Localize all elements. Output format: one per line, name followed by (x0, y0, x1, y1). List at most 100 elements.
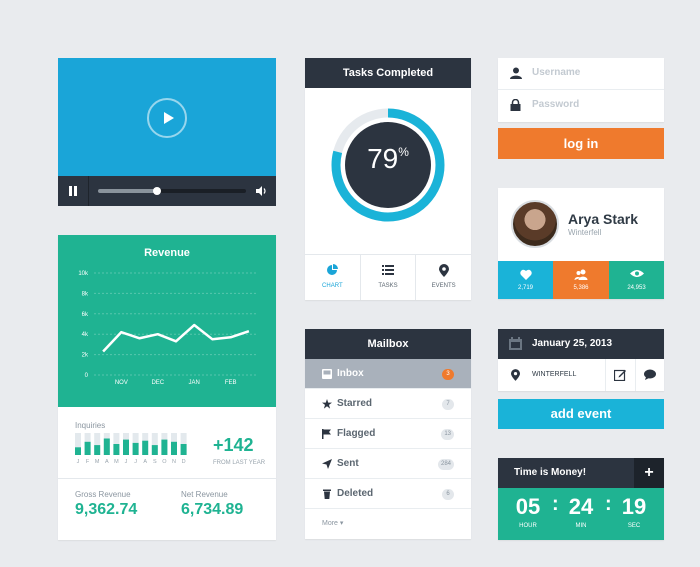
edit-icon (614, 369, 626, 381)
comment-icon (644, 369, 656, 380)
comment-event-button[interactable] (635, 359, 664, 391)
stat-value: 5,386 (573, 285, 589, 291)
pause-icon[interactable] (66, 184, 80, 198)
month-label: F (86, 459, 90, 465)
inquiries-label: Inquiries (75, 421, 106, 430)
mailbox-count-badge: 6 (442, 489, 454, 500)
profile-location: Winterfell (568, 228, 602, 237)
revenue-title: Revenue (144, 247, 190, 259)
profile-card: Arya Stark Winterfell 2,719 5,386 24,953 (498, 188, 664, 299)
y-tick-label: 6k (82, 312, 89, 318)
mailbox-item-deleted[interactable]: Deleted 6 (305, 479, 471, 509)
timer-seconds: 19 (621, 494, 647, 519)
tab-tasks-label: TASKS (378, 283, 398, 289)
tab-events[interactable]: EVENTS (416, 255, 471, 300)
mailbox-item-starred[interactable]: Starred 7 (305, 389, 471, 419)
month-label: O (162, 459, 167, 465)
tab-chart[interactable]: CHART (305, 255, 361, 300)
location-pin-icon (438, 264, 449, 277)
revenue-series-line (102, 323, 250, 353)
password-field[interactable]: Password (498, 90, 664, 120)
mailbox-count-badge: 7 (442, 399, 454, 410)
mailbox-card: Mailbox Inbox 3 Starred 7 Flagged 13 Sen… (305, 329, 471, 539)
flag-icon (322, 429, 331, 439)
gross-revenue-label: Gross Revenue (75, 490, 131, 499)
timer-min-label: MIN (575, 523, 587, 529)
username-field[interactable]: Username (498, 58, 664, 88)
inquiry-bar (161, 439, 168, 455)
inquiry-bar (180, 444, 187, 455)
tasks-card: Tasks Completed 79% CHART TASKS EVENTS (305, 58, 471, 300)
mailbox-item-label: Inbox (337, 368, 364, 379)
month-label: J (77, 459, 80, 465)
tab-tasks[interactable]: TASKS (361, 255, 417, 300)
month-label: J (134, 459, 137, 465)
mailbox-item-flagged[interactable]: Flagged 13 (305, 419, 471, 449)
users-icon (574, 269, 588, 280)
mailbox-title: Mailbox (305, 329, 471, 359)
login-button[interactable]: log in (498, 128, 664, 159)
event-card: January 25, 2013 WINTERFELL (498, 329, 664, 391)
video-controls (58, 176, 276, 206)
tasks-title: Tasks Completed (305, 58, 471, 88)
timer-add-button[interactable]: + (634, 458, 664, 488)
x-tick-label: FEB (225, 380, 237, 385)
month-label: N (172, 459, 176, 465)
x-tick-label: DEC (151, 380, 164, 385)
inquiry-bar-bg (75, 433, 81, 455)
mailbox-item-label: Sent (337, 458, 359, 469)
mailbox-more-link[interactable]: More ▾ (322, 520, 344, 527)
tasks-percent: 79% (367, 143, 409, 174)
timer-display: 05 HOUR : 24 MIN : 19 SEC (498, 488, 664, 540)
divider (498, 89, 664, 90)
x-tick-label: JAN (189, 380, 200, 385)
inquiry-bar-bg (151, 433, 158, 455)
inquiry-bar (171, 441, 177, 455)
trash-icon (323, 489, 331, 499)
video-screen[interactable] (58, 58, 276, 176)
revenue-line-chart: 10k 8k 6k 4k 2k 0 NOV DEC JAN FEB (78, 271, 258, 385)
seek-progress (98, 189, 158, 193)
inquiry-bar (103, 438, 110, 455)
stat-value: 2,719 (517, 285, 533, 291)
net-revenue-label: Net Revenue (181, 490, 228, 499)
timer-title: Time is Money! (498, 458, 634, 488)
mailbox-item-inbox[interactable]: Inbox 3 (305, 359, 471, 389)
mailbox-count-badge: 3 (442, 369, 454, 380)
divider (58, 478, 276, 479)
tab-events-label: EVENTS (431, 283, 456, 289)
y-tick-label: 0 (85, 373, 89, 379)
stat-views[interactable]: 24,953 (609, 261, 664, 299)
inquiry-bar (75, 447, 81, 455)
month-label: M (114, 459, 119, 465)
event-location: WINTERFELL (532, 371, 577, 378)
add-event-button[interactable]: add event (498, 399, 664, 429)
inquiry-bar (84, 441, 91, 455)
month-label: A (105, 459, 109, 465)
stat-followers[interactable]: 5,386 (553, 261, 609, 299)
mailbox-item-sent[interactable]: Sent 284 (305, 449, 471, 479)
timer-hour-label: HOUR (519, 523, 537, 529)
tasks-tabs: CHART TASKS EVENTS (305, 254, 471, 300)
inquiry-bar (94, 445, 101, 455)
stat-likes[interactable]: 2,719 (498, 261, 553, 299)
heart-icon (519, 269, 532, 280)
volume-icon[interactable] (254, 184, 268, 198)
seek-bar[interactable] (98, 187, 246, 195)
location-pin-icon (511, 369, 520, 381)
revenue-card: Revenue 10k 8k 6k 4k 2k 0 NOV DEC JAN FEB Inquiri… (58, 235, 276, 540)
mailbox-count-badge: 13 (441, 429, 454, 440)
edit-event-button[interactable] (605, 359, 634, 391)
inquiry-bar (123, 439, 129, 455)
inquiry-bar-bg (94, 433, 101, 455)
video-player (58, 58, 276, 206)
gross-revenue-value: 9,362.74 (75, 501, 138, 518)
timer-minutes: 24 (568, 494, 594, 519)
stat-value: 24,953 (627, 285, 646, 291)
seek-handle[interactable] (153, 187, 162, 195)
play-icon[interactable] (147, 98, 187, 138)
tab-chart-label: CHART (322, 283, 343, 289)
inquiry-bar (151, 445, 158, 455)
avatar[interactable] (511, 200, 559, 248)
